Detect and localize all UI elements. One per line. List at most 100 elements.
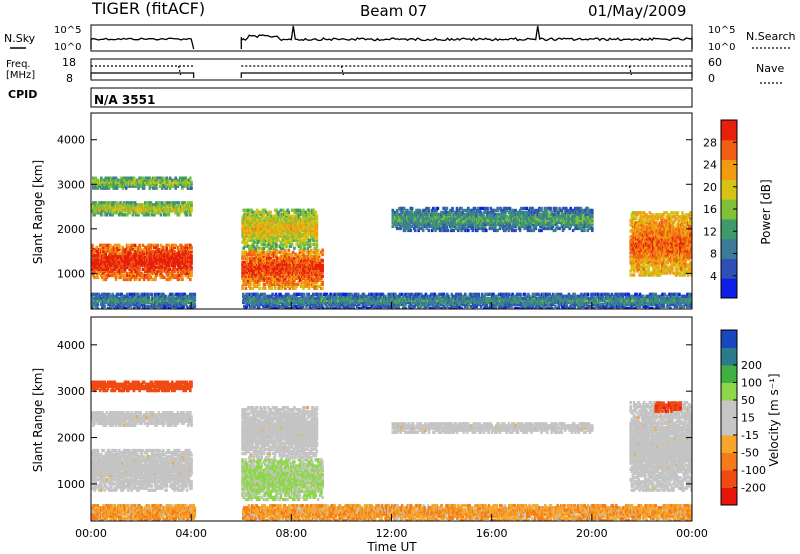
echo-cell [109,213,112,217]
echo-cell [128,203,131,207]
echo-cell [113,207,117,211]
echo-cell [102,209,105,213]
echo-cell [299,278,303,282]
echo-cell [273,284,277,288]
echo-cell [534,224,538,229]
echo-cell [287,232,291,236]
echo-cell [292,280,295,284]
echo-cell [103,184,106,188]
echo-cell [96,249,100,254]
echo-cell [290,234,294,238]
echo-cell [508,206,512,211]
echo-cell [190,265,193,270]
echo-cell [298,250,302,254]
echo-cell [286,216,289,220]
echo-cell [529,226,532,231]
echo-cell [522,206,525,211]
echo-cell [558,226,561,231]
echo-cell [100,186,103,190]
echo-cell [94,184,97,188]
echo-cell [284,270,287,274]
echo-cell [142,184,146,188]
echo-cell [312,208,315,212]
echo-cell [552,212,556,217]
echo-cell [174,186,177,190]
echo-cell [171,209,174,213]
echo-cell [166,201,170,205]
echo-cell [260,216,263,220]
echo-cell [496,228,499,233]
echo-cell [507,226,511,231]
echo-cell [162,247,165,252]
echo-cell [120,269,123,274]
echo-cell [306,230,310,234]
echo-cell [189,211,192,215]
echo-cell [157,269,161,274]
echo-cell [486,208,489,213]
echo-cell [285,252,288,256]
echo-cell [190,257,193,262]
echo-cell [266,218,269,222]
echo-cell [258,282,261,286]
echo-cell [263,240,267,244]
echo-cell [116,251,120,256]
echo-cell [262,272,266,276]
echo-cell [552,222,556,227]
echo-cell [168,267,172,272]
echo-cell [173,275,176,280]
echo-cell [297,280,301,284]
echo-cell [255,208,259,212]
echo-cell [251,250,254,254]
echo-cell [91,265,94,270]
echo-cell [184,249,188,254]
echo-cell [176,247,180,252]
echo-cell [319,260,322,264]
echo-cell [540,206,543,211]
power-echo-cells [91,176,692,309]
echo-cell [298,254,302,258]
echo-cell [505,214,508,219]
echo-cell [254,240,258,244]
echo-cell [261,286,265,290]
echo-cell [134,203,138,207]
echo-cell [159,182,163,186]
echo-cell [104,203,108,207]
echo-cell [148,176,152,180]
echo-cell [270,286,274,290]
echo-cell [249,256,252,260]
echo-cell [156,243,159,247]
echo-cell [270,284,274,288]
echo-cell [503,216,506,221]
echo-cell [315,238,319,242]
echo-cell [432,214,435,219]
echo-cell [168,184,172,188]
echo-cell [570,218,574,223]
echo-cell [258,274,261,278]
echo-cell [91,245,94,249]
echo-cell [106,271,110,276]
echo-cell [118,269,121,274]
echo-cell [155,245,158,249]
echo-cell [254,234,258,238]
echo-cell [137,213,140,217]
echo-cell [418,214,422,219]
echo-cell [113,243,117,247]
echo-cell [100,178,103,182]
echo-cell [180,273,183,278]
echo-cell [167,271,171,276]
echo-cell [185,253,189,258]
echo-cell [111,211,114,215]
echo-cell [467,218,470,223]
echo-cell [552,206,556,211]
echo-cell [293,256,296,260]
echo-cell [463,226,467,231]
echo-cell [251,286,254,290]
echo-cell [539,214,542,219]
echo-cell [425,216,428,221]
echo-cell [106,247,110,252]
echo-cell [545,208,549,213]
echo-cell [254,248,258,252]
echo-cell [157,178,161,182]
echo-cell [184,263,188,268]
echo-cell [116,271,120,276]
